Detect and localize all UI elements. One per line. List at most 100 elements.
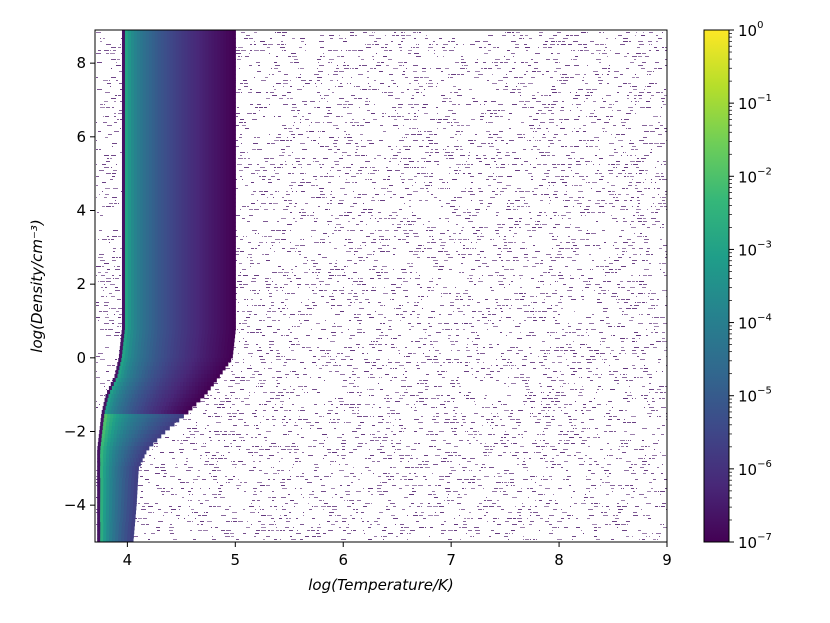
speckle-dot: [434, 50, 435, 51]
speckle-dot: [638, 101, 639, 102]
speckle-dot: [270, 158, 274, 159]
speckle-dot: [471, 200, 472, 201]
speckle-dot: [585, 83, 588, 84]
speckle-dot: [344, 137, 346, 138]
speckle-dot: [376, 53, 377, 54]
speckle-dot: [322, 257, 327, 258]
speckle-dot: [254, 41, 255, 42]
speckle-dot: [517, 308, 522, 309]
speckle-dot: [566, 191, 567, 192]
speckle-dot: [663, 104, 666, 105]
speckle-dot: [422, 68, 426, 69]
speckle-dot: [550, 335, 551, 336]
speckle-dot: [468, 221, 473, 222]
speckle-dot: [350, 404, 355, 405]
speckle-dot: [551, 89, 556, 90]
speckle-dot: [250, 290, 251, 291]
speckle-dot: [662, 263, 666, 264]
speckle-dot: [491, 290, 494, 291]
speckle-dot: [450, 206, 455, 207]
speckle-dot: [403, 71, 405, 72]
speckle-dot: [645, 179, 646, 180]
speckle-dot: [383, 179, 386, 180]
speckle-dot: [488, 275, 493, 276]
speckle-dot: [447, 122, 450, 123]
speckle-dot: [572, 185, 573, 186]
speckle-dot: [606, 347, 610, 348]
speckle-dot: [406, 137, 407, 138]
speckle-dot: [631, 275, 633, 276]
speckle-dot: [384, 398, 386, 399]
speckle-dot: [119, 110, 123, 111]
speckle-dot: [102, 182, 106, 183]
speckle-dot: [639, 284, 642, 285]
speckle-dot: [520, 197, 525, 198]
speckle-dot: [500, 191, 504, 192]
speckle-dot: [467, 212, 471, 213]
speckle-dot: [358, 194, 361, 195]
speckle-dot: [504, 62, 508, 63]
speckle-dot: [97, 89, 102, 90]
speckle-dot: [538, 356, 539, 357]
speckle-dot: [375, 218, 376, 219]
speckle-dot: [429, 176, 433, 177]
speckle-dot: [461, 62, 466, 63]
speckle-dot: [568, 44, 572, 45]
speckle-dot: [281, 44, 284, 45]
speckle-dot: [476, 242, 477, 243]
speckle-dot: [600, 107, 605, 108]
speckle-dot: [457, 350, 460, 351]
speckle-dot: [503, 404, 507, 405]
speckle-dot: [385, 374, 389, 375]
speckle-dot: [107, 236, 109, 237]
speckle-dot: [568, 218, 571, 219]
speckle-dot: [486, 266, 489, 267]
speckle-dot: [654, 326, 659, 327]
speckle-dot: [526, 389, 530, 390]
speckle-dot: [316, 86, 317, 87]
speckle-dot: [625, 173, 626, 174]
speckle-dot: [264, 107, 267, 108]
speckle-dot: [400, 314, 403, 315]
speckle-dot: [344, 422, 345, 423]
speckle-dot: [417, 128, 418, 129]
speckle-dot: [391, 347, 395, 348]
speckle-dot: [496, 380, 499, 381]
speckle-dot: [472, 311, 476, 312]
speckle-dot: [406, 356, 410, 357]
speckle-dot: [388, 176, 390, 177]
speckle-dot: [555, 395, 560, 396]
speckle-dot: [378, 230, 382, 231]
speckle-dot: [647, 92, 651, 93]
speckle-dot: [655, 62, 659, 63]
speckle-dot: [424, 89, 425, 90]
speckle-dot: [269, 341, 274, 342]
speckle-dot: [226, 401, 231, 402]
speckle-dot: [373, 251, 375, 252]
speckle-dot: [614, 149, 616, 150]
speckle-dot: [299, 416, 300, 417]
speckle-dot: [340, 404, 343, 405]
speckle-dot: [307, 260, 308, 261]
speckle-dot: [301, 191, 305, 192]
speckle-dot: [113, 248, 116, 249]
speckle-dot: [378, 200, 379, 201]
speckle-dot: [555, 401, 560, 402]
speckle-dot: [475, 209, 480, 210]
speckle-dot: [501, 425, 505, 426]
speckle-dot: [357, 407, 359, 408]
speckle-dot: [466, 347, 468, 348]
speckle-dot: [626, 251, 627, 252]
speckle-dot: [621, 326, 625, 327]
speckle-dot: [257, 71, 261, 72]
speckle-dot: [214, 398, 216, 399]
speckle-dot: [612, 293, 617, 294]
speckle-dot: [372, 89, 377, 90]
speckle-dot: [263, 380, 266, 381]
speckle-dot: [175, 425, 177, 426]
speckle-dot: [374, 41, 377, 42]
speckle-dot: [399, 305, 401, 306]
speckle-dot: [372, 167, 375, 168]
speckle-dot: [573, 251, 576, 252]
speckle-dot: [204, 398, 209, 399]
